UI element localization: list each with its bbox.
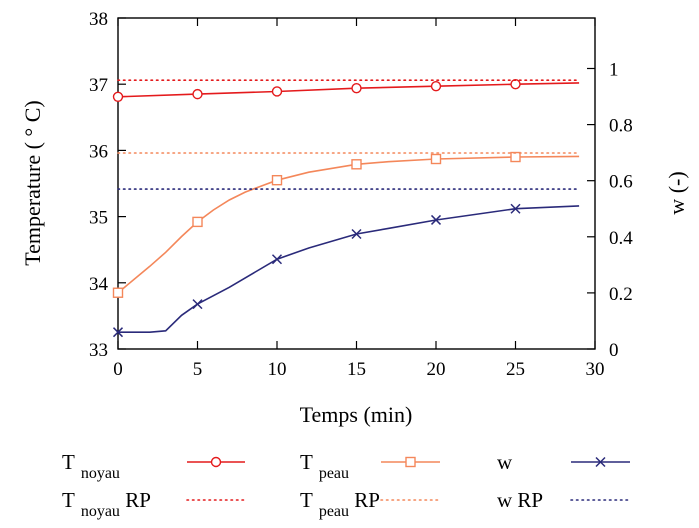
marker-stroke (351, 228, 362, 240)
legend-label-main: T (62, 488, 75, 512)
y2-tick-label: 0.4 (609, 228, 633, 249)
data-point-t-peau (271, 174, 283, 186)
legend-label-subscript: peau (319, 465, 349, 482)
data-point-w (271, 254, 283, 265)
x-tick-label: 10 (268, 359, 287, 380)
data-point-w (430, 214, 442, 225)
data-point-t-noyau (192, 88, 203, 100)
data-point-t-noyau (510, 78, 521, 90)
marker-stroke (510, 203, 521, 214)
legend-label-subscript: peau (319, 503, 349, 520)
legend-label-main: w (497, 450, 513, 474)
data-point-w (192, 299, 203, 310)
data-point-t-peau (510, 151, 521, 163)
y-tick-label: 34 (89, 274, 109, 295)
marker-stroke (192, 299, 203, 310)
legend-label-main: w RP (497, 488, 543, 512)
series-layer (112, 78, 580, 338)
marker-stroke (595, 456, 606, 468)
legend-label-main: T (62, 450, 75, 474)
data-point-w (510, 203, 521, 214)
legend-label: w RP (497, 488, 543, 512)
data-point-t-noyau (430, 80, 442, 92)
legend-sample-marker (595, 456, 606, 468)
marker-stroke (112, 327, 124, 338)
y2-tick-label: 0.6 (609, 172, 633, 193)
data-point-t-peau (351, 159, 362, 170)
legend-sample-marker (405, 456, 416, 468)
y2-tick-label: 1 (609, 59, 619, 80)
x-axis-title: Temps (min) (300, 402, 413, 427)
series-line-t-peau (117, 155, 580, 294)
y-axis-title: Temperature ( ° C) (20, 100, 45, 265)
ticks-layer: 0 5 10 15 20 25 30 33 34 35 36 37 38 0 0.2 0.4 0.6 0.8 1 (89, 9, 633, 380)
x-tick-label: 5 (193, 359, 203, 380)
x-tick-label: 30 (586, 359, 605, 380)
series-line-t-noyau (117, 82, 580, 98)
y2-axis-title: w (-) (664, 171, 689, 214)
legend-label-suffix: RP (349, 488, 380, 512)
y-tick-label: 33 (89, 340, 108, 361)
data-point-t-peau (430, 153, 442, 165)
y-tick-label: 37 (89, 75, 108, 96)
y2-tick-label: 0.2 (609, 284, 633, 305)
y-tick-label: 36 (89, 141, 108, 162)
plot-frame (117, 17, 596, 350)
data-point-t-peau (112, 287, 124, 298)
legend-label-main: T (300, 488, 313, 512)
legend-label-suffix: RP (120, 488, 151, 512)
legend-label-subscript: noyau (81, 503, 120, 520)
x-tick-label: 0 (113, 359, 123, 380)
x-tick-label: 15 (347, 359, 366, 380)
y-tick-label: 38 (89, 9, 108, 30)
data-point-t-noyau (112, 91, 124, 102)
marker-stroke (271, 254, 283, 265)
y-tick-label: 35 (89, 208, 108, 229)
data-point-w (351, 228, 362, 240)
x-tick-label: 20 (427, 359, 446, 380)
legend-sample-marker (210, 456, 222, 468)
data-point-t-noyau (271, 86, 283, 97)
y2-tick-label: 0 (609, 340, 619, 361)
data-point-w (112, 327, 124, 338)
y2-tick-label: 0.8 (609, 116, 633, 137)
marker-stroke (430, 214, 442, 225)
legend-label: w (497, 450, 513, 474)
legend-label-subscript: noyau (81, 465, 120, 482)
data-point-t-noyau (351, 82, 362, 94)
legend-label-main: T (300, 450, 313, 474)
data-point-t-peau (192, 216, 203, 228)
x-tick-label: 25 (506, 359, 525, 380)
series-line-w (118, 205, 580, 334)
